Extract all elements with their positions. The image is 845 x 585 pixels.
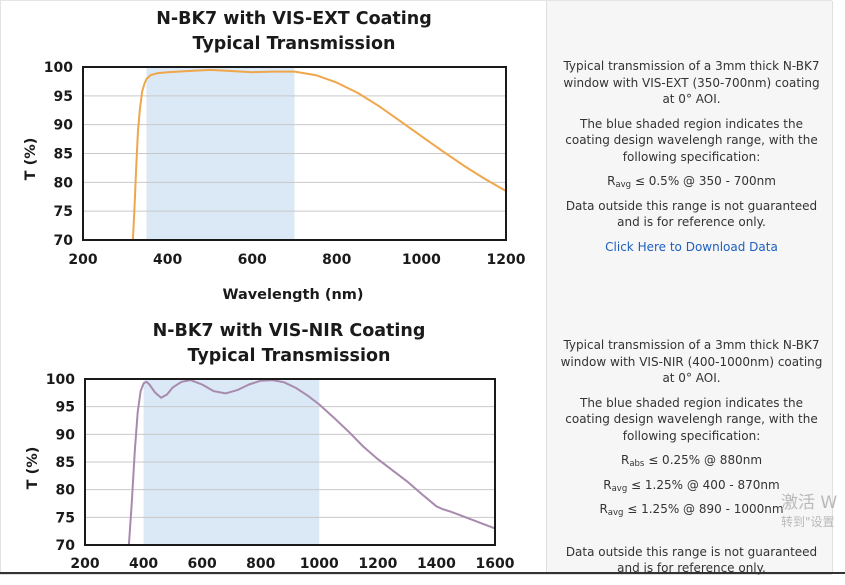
y-tick-label: 70 bbox=[56, 538, 76, 554]
shaded-region-text: The blue shaded region indicates the coa… bbox=[565, 395, 818, 443]
y-tick-label: 95 bbox=[56, 400, 75, 416]
download-data-link[interactable]: Click Here to Download Data bbox=[605, 239, 778, 254]
chart-subtitle: Typical Transmission bbox=[188, 346, 391, 366]
y-tick-label: 90 bbox=[54, 118, 74, 134]
spec-line-avg-2: Ravg ≤ 1.25% @ 890 - 1000nm bbox=[599, 502, 784, 518]
x-tick-label: 600 bbox=[188, 556, 217, 572]
spec-line: Ravg ≤ 0.5% @ 350 - 700nm bbox=[607, 174, 776, 190]
x-tick-label: 600 bbox=[238, 252, 267, 268]
description-text: Typical transmission of a 3mm thick N-BK… bbox=[563, 59, 820, 106]
description-cell-vis-ext: Typical transmission of a 3mm thick N-BK… bbox=[546, 1, 833, 317]
chart-title: N-BK7 with VIS-NIR Coating bbox=[153, 321, 426, 341]
x-tick-label: 1000 bbox=[402, 252, 441, 268]
x-tick-label: 200 bbox=[68, 252, 97, 268]
x-tick-label: 200 bbox=[70, 556, 99, 572]
y-tick-label: 75 bbox=[56, 510, 75, 526]
spec-line-avg-1: Ravg ≤ 1.25% @ 400 - 870nm bbox=[603, 477, 780, 494]
x-tick-label: 1600 bbox=[476, 556, 515, 572]
x-tick-label: 400 bbox=[129, 556, 158, 572]
disclaimer-text: Data outside this range is not guarantee… bbox=[565, 198, 818, 230]
transmission-series-line bbox=[131, 68, 507, 241]
y-axis-label: T (%) bbox=[23, 138, 39, 181]
y-tick-label: 80 bbox=[56, 483, 76, 499]
x-tick-label: 1000 bbox=[300, 556, 339, 572]
x-tick-label: 1400 bbox=[417, 556, 456, 572]
x-axis-label: Wavelength (nm) bbox=[222, 287, 363, 303]
chart-cell-vis-ext: N-BK7 with VIS-EXT Coating Typical Trans… bbox=[0, 1, 546, 317]
y-tick-label: 75 bbox=[54, 204, 73, 220]
y-tick-label: 85 bbox=[54, 147, 73, 163]
description-cell-vis-nir: Typical transmission of a 3mm thick N-BK… bbox=[546, 317, 833, 576]
shaded-region-text: The blue shaded region indicates the coa… bbox=[565, 116, 818, 164]
x-tick-label: 400 bbox=[153, 252, 182, 268]
x-tick-label: 800 bbox=[322, 252, 351, 268]
os-activation-watermark: 激活 W 转到"设置 bbox=[781, 493, 838, 529]
y-tick-label: 100 bbox=[44, 60, 73, 76]
bottom-border bbox=[0, 572, 845, 574]
y-tick-label: 70 bbox=[54, 233, 74, 249]
y-tick-label: 85 bbox=[56, 455, 75, 471]
chart-title: N-BK7 with VIS-EXT Coating bbox=[156, 9, 432, 29]
plot-frame bbox=[84, 378, 496, 546]
y-tick-label: 90 bbox=[56, 427, 76, 443]
disclaimer-text: Data outside this range is not guarantee… bbox=[565, 544, 818, 576]
x-tick-label: 1200 bbox=[358, 556, 397, 572]
y-axis-label: T (%) bbox=[25, 447, 41, 490]
x-tick-label: 800 bbox=[246, 556, 275, 572]
product-row-vis-ext: N-BK7 with VIS-EXT Coating Typical Trans… bbox=[0, 0, 833, 318]
x-tick-label: 1200 bbox=[487, 252, 526, 268]
chart-subtitle: Typical Transmission bbox=[193, 34, 396, 54]
vis-ext-transmission-chart: N-BK7 with VIS-EXT Coating Typical Trans… bbox=[23, 9, 526, 303]
chart-cell-vis-nir: N-BK7 with VIS-NIR Coating Typical Trans… bbox=[0, 317, 546, 574]
transmission-series-line bbox=[127, 379, 496, 546]
vis-nir-transmission-chart: N-BK7 with VIS-NIR Coating Typical Trans… bbox=[25, 321, 515, 572]
y-tick-label: 95 bbox=[54, 89, 73, 105]
spec-line-abs: Rabs ≤ 0.25% @ 880nm bbox=[620, 453, 763, 469]
y-tick-label: 80 bbox=[54, 175, 74, 191]
plot-frame bbox=[82, 66, 507, 241]
y-tick-label: 100 bbox=[46, 372, 75, 388]
description-text: Typical transmission of a 3mm thick N-BK… bbox=[560, 338, 823, 385]
product-row-vis-nir: N-BK7 with VIS-NIR Coating Typical Trans… bbox=[0, 317, 833, 576]
